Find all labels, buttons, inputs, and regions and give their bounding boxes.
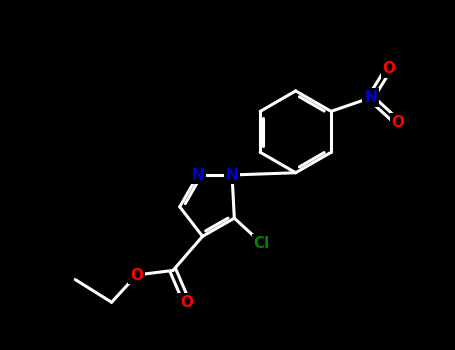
Text: N: N [192,168,204,182]
Text: Cl: Cl [253,236,270,251]
Text: N: N [364,90,377,105]
Text: O: O [180,295,193,310]
Text: N: N [226,168,238,182]
Text: O: O [391,115,404,130]
Text: O: O [130,267,143,282]
Text: O: O [382,61,395,76]
